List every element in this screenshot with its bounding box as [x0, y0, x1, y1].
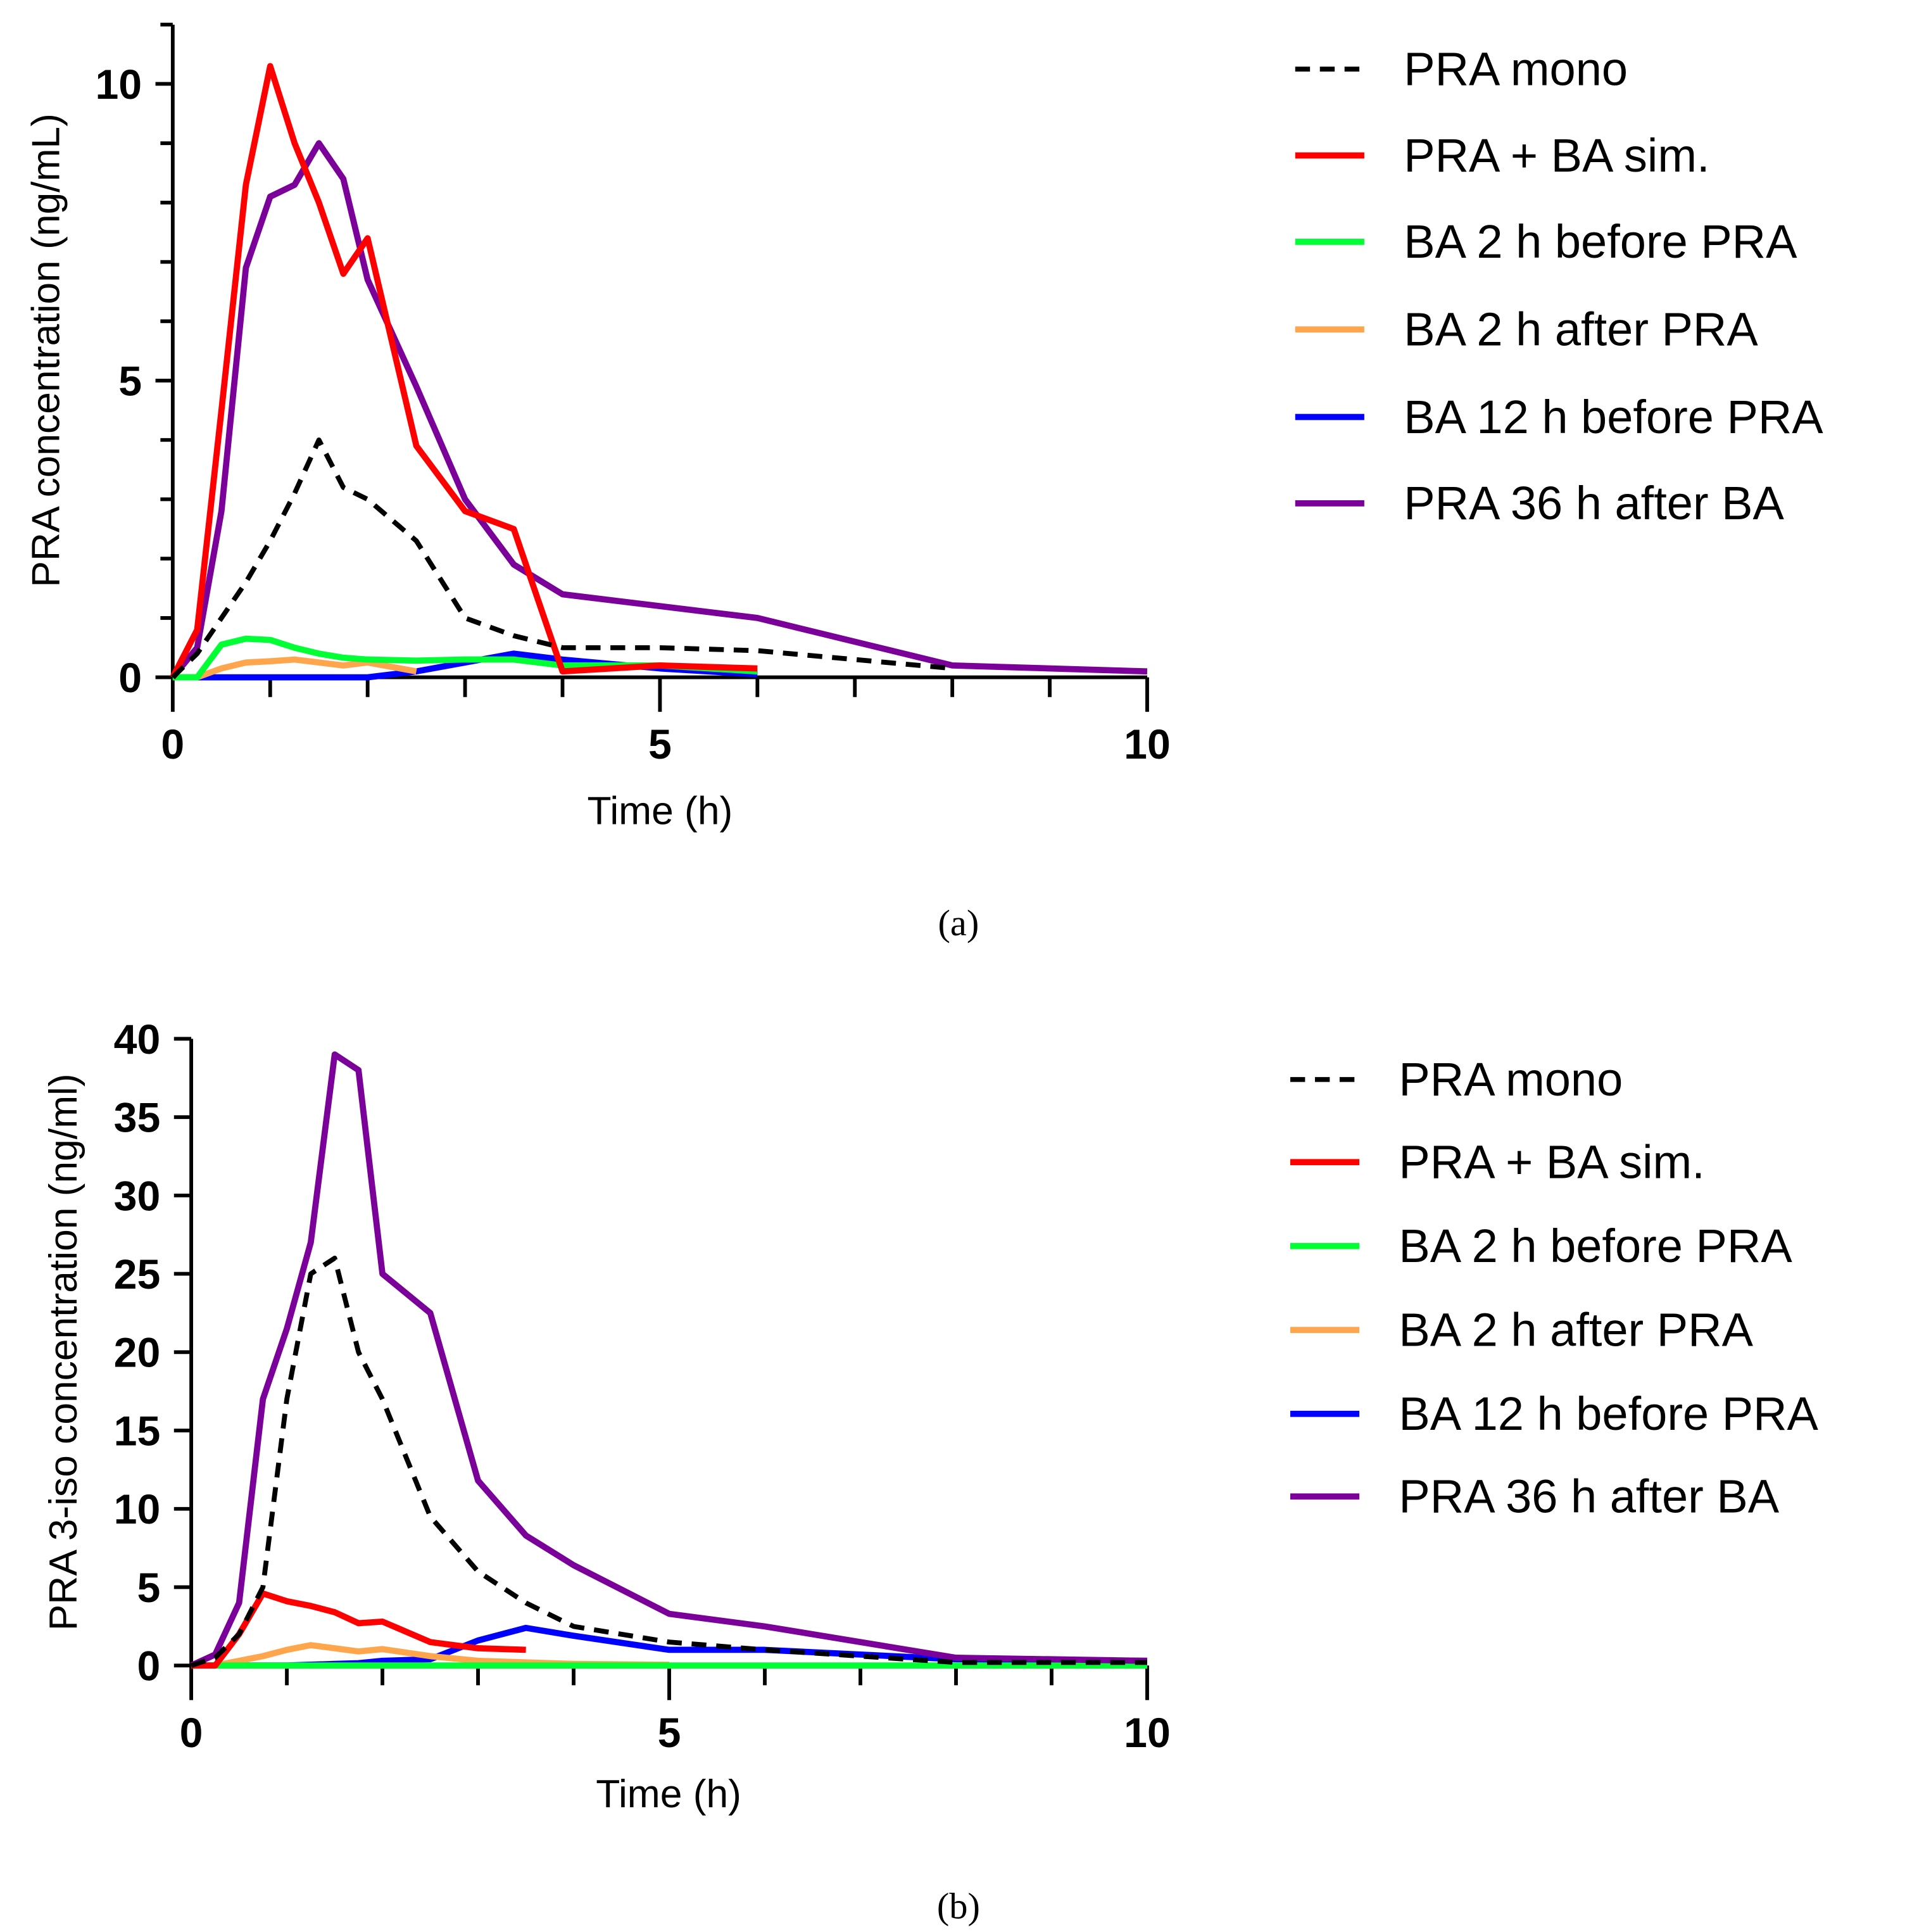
- legend-label: BA 12 h before PRA: [1404, 391, 1823, 443]
- legend-label: PRA + BA sim.: [1399, 1136, 1704, 1189]
- series-line-pra-ba-sim-: [170, 63, 758, 679]
- legend-label: PRA 36 h after BA: [1404, 477, 1784, 529]
- x-tick-label: 5: [648, 721, 672, 768]
- x-tick-label: 10: [1124, 1710, 1171, 1757]
- y-tick-label: 10: [95, 61, 142, 108]
- legend-label: BA 2 h before PRA: [1399, 1220, 1792, 1272]
- panel-caption: (b): [937, 1886, 980, 1927]
- x-axis-label: Time (h): [596, 1772, 741, 1816]
- series-line-pra-mono: [190, 1255, 1147, 1668]
- panel-a-chart: PRA concentration (ng/mL) Time (h) (a) 0…: [25, 22, 1823, 944]
- panel-caption: (a): [938, 902, 979, 944]
- series-line-pra-36-h-after-ba: [190, 1051, 1148, 1669]
- legend-label: PRA mono: [1404, 42, 1628, 95]
- legend-label: PRA mono: [1399, 1053, 1623, 1106]
- x-tick-label: 5: [658, 1710, 681, 1757]
- y-tick-label: 10: [114, 1486, 161, 1533]
- y-tick-label: 30: [114, 1173, 161, 1220]
- panel-b-chart: PRA 3-iso concentration (ng/ml) Time (h)…: [42, 1016, 1819, 1927]
- series-line-ba-2-h-after-pra: [172, 656, 417, 681]
- series-line-pra-36-h-after-ba: [170, 140, 1148, 679]
- legend-label: BA 2 h before PRA: [1404, 215, 1797, 268]
- y-tick-label: 20: [114, 1330, 161, 1377]
- legend-label: PRA + BA sim.: [1404, 129, 1709, 182]
- y-tick-label: 35: [114, 1095, 161, 1142]
- legend-label: BA 2 h after PRA: [1399, 1304, 1753, 1356]
- x-tick-label: 10: [1124, 721, 1171, 768]
- legend-label: PRA 36 h after BA: [1399, 1470, 1779, 1523]
- y-tick-label: 15: [114, 1408, 161, 1455]
- y-axis-label: PRA 3-iso concentration (ng/ml): [42, 1073, 85, 1631]
- x-tick-label: 0: [161, 721, 184, 768]
- x-axis-label: Time (h): [588, 789, 733, 833]
- x-tick-label: 0: [180, 1710, 203, 1757]
- legend-label: BA 12 h before PRA: [1399, 1387, 1818, 1440]
- series-line-pra-mono: [171, 437, 953, 679]
- y-tick-label: 5: [137, 1565, 161, 1612]
- series-line-ba-2-h-before-pra: [172, 635, 758, 681]
- y-tick-label: 0: [137, 1643, 161, 1690]
- legend-label: BA 2 h after PRA: [1404, 303, 1758, 356]
- series-line-ba-2-h-after-pra: [191, 1642, 670, 1669]
- y-tick-label: 0: [118, 655, 142, 702]
- y-tick-label: 25: [114, 1251, 161, 1298]
- y-tick-label: 5: [118, 358, 142, 405]
- y-axis-label: PRA concentration (ng/mL): [25, 113, 68, 587]
- y-tick-label: 40: [114, 1016, 161, 1063]
